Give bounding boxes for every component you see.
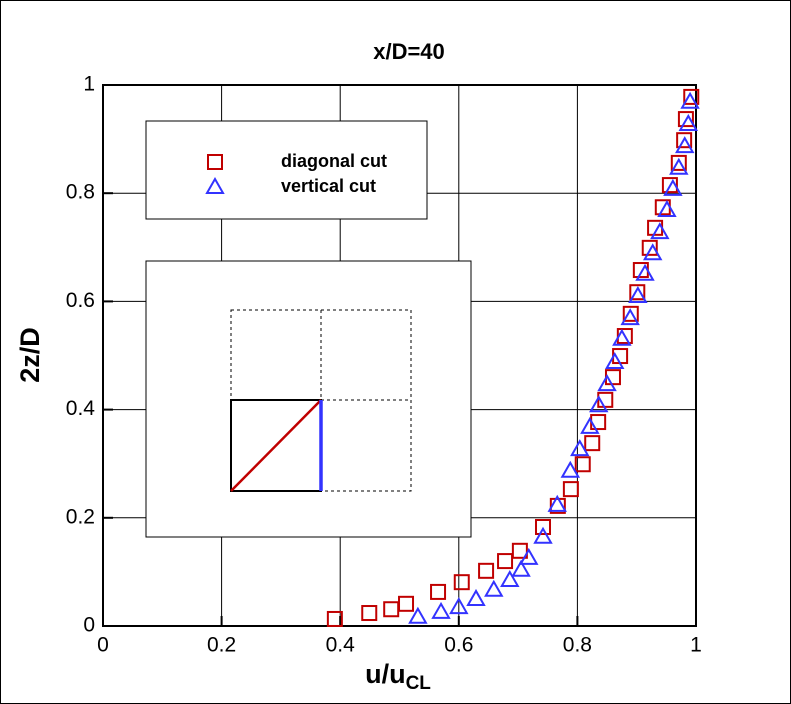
triangle-marker bbox=[635, 263, 655, 281]
triangle-marker bbox=[431, 601, 451, 619]
triangle-marker bbox=[408, 606, 428, 624]
triangle-marker bbox=[466, 588, 486, 606]
square-marker bbox=[629, 284, 646, 301]
y-tick-label: 0.2 bbox=[66, 505, 95, 528]
triangle-marker bbox=[560, 460, 581, 478]
triangle-marker bbox=[675, 136, 695, 154]
x-tick-label: 0.2 bbox=[207, 634, 236, 657]
triangle-marker bbox=[511, 559, 531, 577]
triangle-marker bbox=[449, 597, 469, 615]
y-tick-label: 0.6 bbox=[66, 289, 95, 312]
triangle-marker bbox=[678, 113, 699, 131]
triangle-marker bbox=[500, 569, 520, 588]
square-marker bbox=[497, 553, 514, 570]
square-marker bbox=[641, 239, 658, 256]
triangle-marker bbox=[519, 547, 539, 565]
x-tick-label: 0.8 bbox=[563, 634, 592, 657]
square-marker bbox=[535, 518, 552, 535]
x-tick-label: 0.4 bbox=[326, 634, 356, 657]
triangle-marker bbox=[663, 178, 683, 196]
triangle-marker bbox=[680, 91, 700, 109]
square-marker bbox=[562, 481, 579, 498]
square-marker bbox=[661, 177, 678, 194]
triangle-marker bbox=[547, 494, 567, 512]
square-marker bbox=[430, 583, 447, 600]
triangle-marker bbox=[657, 199, 677, 217]
square-marker bbox=[683, 88, 700, 105]
legend-box bbox=[145, 120, 428, 220]
square-marker bbox=[398, 595, 415, 612]
triangle-marker bbox=[605, 351, 625, 369]
triangle-marker bbox=[484, 579, 504, 597]
square-marker bbox=[361, 605, 378, 622]
x-tick-label: 0 bbox=[97, 634, 109, 657]
x-tick-label: 1 bbox=[690, 634, 702, 657]
triangle-marker bbox=[612, 328, 632, 346]
square-marker bbox=[584, 435, 601, 452]
square-marker bbox=[670, 154, 687, 171]
legend-label: vertical cut bbox=[281, 176, 376, 196]
triangle-marker bbox=[642, 243, 663, 261]
square-marker bbox=[574, 456, 591, 473]
x-axis-label-sub: CL bbox=[406, 673, 432, 694]
triangle-marker bbox=[669, 157, 689, 175]
triangle-marker bbox=[620, 308, 640, 326]
square-marker bbox=[676, 132, 693, 149]
plot-frame bbox=[102, 84, 697, 627]
legend: diagonal cut vertical cut bbox=[205, 151, 387, 196]
inset bbox=[145, 260, 472, 538]
triangle-marker bbox=[205, 176, 225, 194]
triangle-marker bbox=[570, 439, 590, 457]
triangle-marker bbox=[597, 374, 617, 392]
triangle-marker bbox=[650, 222, 670, 240]
square-marker bbox=[478, 562, 495, 579]
y-tick-label: 1 bbox=[83, 73, 95, 96]
square-marker bbox=[207, 154, 223, 170]
chart-title: x/D=40 bbox=[373, 39, 445, 64]
square-marker bbox=[677, 111, 694, 128]
inset-diagonal bbox=[230, 399, 322, 492]
y-tick-label: 0.8 bbox=[66, 181, 95, 204]
triangle-marker bbox=[628, 285, 648, 303]
square-marker bbox=[326, 610, 343, 627]
triangle-marker bbox=[533, 526, 553, 544]
square-marker bbox=[622, 305, 639, 322]
points bbox=[326, 88, 700, 627]
x-tick-label: 0.6 bbox=[444, 634, 473, 657]
triangle-marker bbox=[580, 416, 600, 434]
y-tick-label: 0.4 bbox=[66, 397, 96, 420]
y-tick-label: 0 bbox=[83, 614, 95, 637]
legend-label: diagonal cut bbox=[281, 151, 387, 171]
triangle-marker bbox=[589, 395, 609, 413]
x-axis-label-main: u/u bbox=[365, 659, 406, 689]
square-marker bbox=[511, 542, 528, 559]
x-axis-label: u/uCL bbox=[365, 659, 431, 694]
y-axis-label: 2z/D bbox=[15, 327, 45, 383]
square-marker bbox=[453, 574, 470, 591]
